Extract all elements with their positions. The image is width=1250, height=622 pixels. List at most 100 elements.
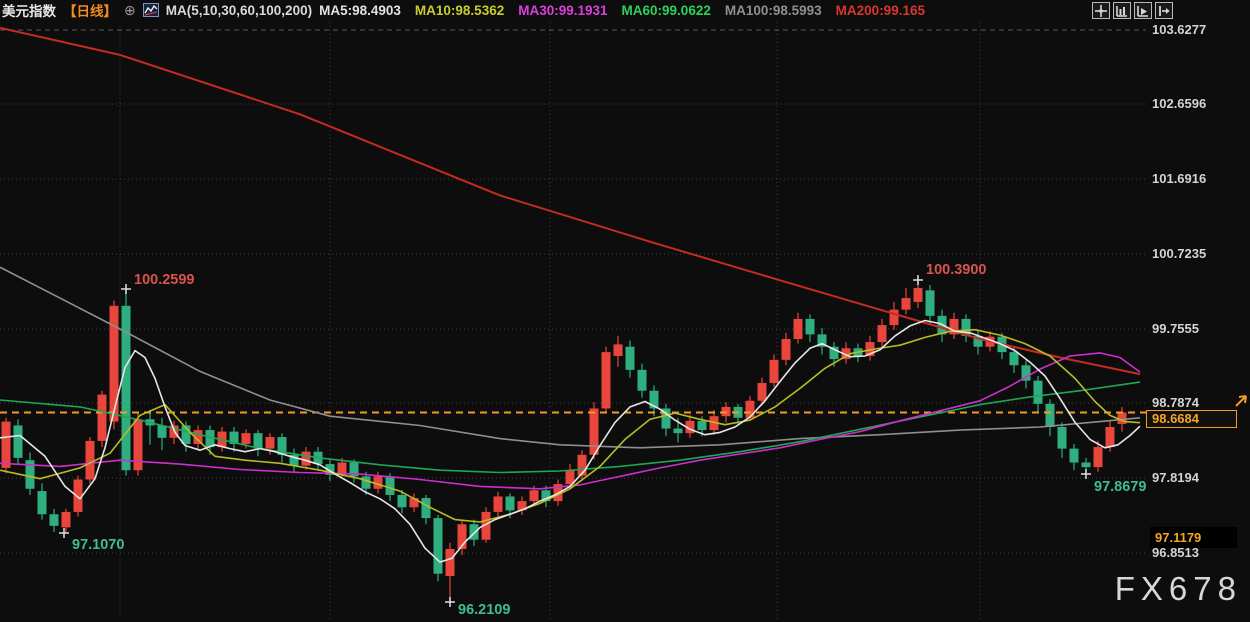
- candle: [349, 462, 359, 477]
- candle: [1105, 427, 1115, 448]
- candle: [421, 498, 431, 519]
- ma-value-ma200: MA200:99.165: [835, 2, 925, 18]
- candle: [961, 318, 971, 336]
- candle: [13, 425, 23, 458]
- candle: [541, 490, 551, 502]
- y-axis-label: 101.6916: [1152, 171, 1207, 186]
- high-price-annotation: 100.3900: [926, 262, 986, 278]
- candle: [265, 437, 275, 449]
- candle: [1069, 448, 1079, 463]
- candle: [661, 408, 671, 429]
- candle: [1093, 447, 1103, 468]
- ma-value-ma10: MA10:98.5362: [414, 2, 505, 18]
- candle: [577, 454, 587, 476]
- candle: [193, 430, 203, 444]
- ma-line-ma30: [0, 352, 1141, 490]
- candle: [973, 335, 983, 347]
- candle: [433, 518, 443, 574]
- candle: [529, 490, 539, 502]
- add-compare-icon[interactable]: ⊕: [124, 1, 136, 18]
- candle: [913, 288, 923, 302]
- candle: [49, 514, 59, 526]
- candle: [457, 524, 467, 549]
- ma-value-ma100: MA100:98.5993: [724, 2, 822, 18]
- candle: [109, 305, 119, 422]
- y-axis-label: 96.8513: [1152, 545, 1199, 560]
- candle: [817, 334, 827, 347]
- candle: [1081, 462, 1091, 468]
- current-price-label: 98.6684: [1146, 410, 1237, 429]
- watermark: FX678: [1114, 570, 1242, 607]
- candle: [493, 496, 503, 512]
- pane-play-button[interactable]: [1134, 2, 1152, 19]
- candle: [505, 496, 515, 511]
- y-axis-label: 103.6277: [1152, 22, 1207, 37]
- exit-right-button[interactable]: [1155, 2, 1173, 19]
- candle: [397, 494, 407, 508]
- candle: [133, 419, 143, 471]
- ma-settings-label[interactable]: MA(5,10,30,60,100,200): [165, 2, 313, 18]
- candle: [829, 346, 839, 360]
- candle: [673, 428, 683, 434]
- candle: [241, 433, 251, 444]
- candle: [625, 346, 635, 370]
- candle: [601, 352, 611, 409]
- candle: [1045, 403, 1055, 428]
- candle: [649, 390, 659, 409]
- candle: [517, 501, 527, 511]
- ma-line-ma200: [0, 26, 1141, 376]
- candle: [373, 476, 383, 489]
- candle: [25, 460, 35, 489]
- candle: [1033, 380, 1043, 404]
- candle: [805, 318, 815, 335]
- chart-type-icon[interactable]: [142, 3, 159, 17]
- high-price-annotation: 100.2599: [134, 272, 194, 288]
- candle: [445, 548, 455, 576]
- candle: [325, 464, 335, 475]
- latest-price-arrow-icon[interactable]: [1234, 394, 1248, 413]
- candle: [73, 479, 83, 512]
- candle: [229, 431, 239, 444]
- candle: [1057, 427, 1067, 449]
- crosshair-button[interactable]: [1092, 2, 1110, 19]
- candle: [889, 309, 899, 326]
- candle: [565, 470, 575, 485]
- candle: [337, 462, 347, 475]
- indicator-pane-button[interactable]: [1113, 2, 1131, 19]
- candle: [481, 511, 491, 540]
- candle: [157, 425, 167, 438]
- ma-values: MA5:98.4903 MA10:98.5362 MA30:99.1931 MA60:…: [319, 3, 925, 18]
- candle: [181, 425, 191, 444]
- candle: [769, 359, 779, 383]
- candle: [277, 437, 287, 455]
- candle: [613, 344, 623, 356]
- candle: [85, 440, 95, 480]
- candle: [385, 476, 395, 495]
- candle: [469, 524, 479, 540]
- candle: [97, 394, 107, 441]
- chart-toolbar: [1092, 2, 1173, 19]
- y-axis-label: 100.7235: [1152, 246, 1207, 261]
- candle: [841, 348, 851, 360]
- candle: [205, 430, 215, 448]
- y-axis-label: 99.7555: [1152, 321, 1199, 336]
- candle: [877, 325, 887, 343]
- secondary-price-value: 97.1179: [1155, 530, 1202, 545]
- current-price-value: 98.6684: [1152, 411, 1199, 427]
- candle: [865, 342, 875, 356]
- candle: [1021, 365, 1031, 381]
- candle: [1117, 412, 1127, 424]
- timeframe-label[interactable]: 【日线】: [63, 4, 117, 19]
- low-price-annotation: 96.2109: [458, 602, 510, 618]
- candle: [949, 318, 959, 335]
- ma-line-ma10: [0, 328, 1141, 523]
- y-axis-label: 102.6596: [1152, 96, 1207, 111]
- candle: [901, 298, 911, 310]
- candle: [793, 318, 803, 339]
- candle: [1, 421, 11, 468]
- low-price-annotation: 97.1070: [72, 537, 124, 553]
- candle: [757, 382, 767, 401]
- candle: [685, 420, 695, 434]
- candle: [1009, 352, 1019, 366]
